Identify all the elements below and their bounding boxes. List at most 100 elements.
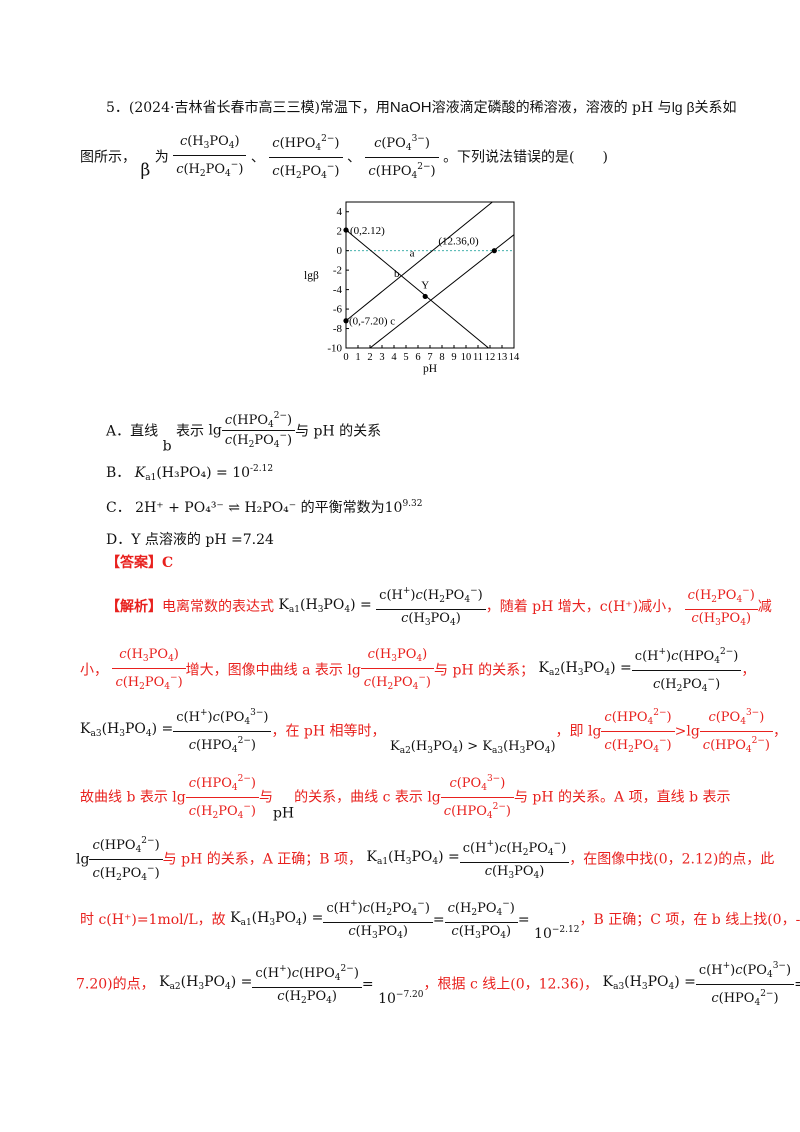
x-tick-label: 13	[497, 352, 508, 363]
option-b-label: B．	[106, 465, 131, 481]
marked-point	[343, 227, 349, 233]
analysis-text: ，根据 c 线上(0，12.36)，	[423, 976, 599, 993]
analysis-line7: 7.20)的点， Ka2(H3PO4) = c(H+)c(HPO42−) c(H2P…	[76, 957, 800, 1008]
option-a: A．直线 b 表示 lg c(HPO42−) c(H2PO4−) 与 pH 的关…	[106, 411, 382, 455]
x-tick-label: 6	[415, 352, 420, 363]
analysis-text: ，在 pH 相等时，	[271, 723, 386, 740]
y-tick-label: -2	[333, 265, 342, 277]
analysis-line4: 故曲线 b 表示 lg c(HPO42−) c(H2PO4−) 与pH的关系，曲线 c…	[80, 770, 730, 822]
option-a-mid: 表示	[176, 423, 204, 440]
marked-point	[343, 318, 349, 324]
naoh-text: NaOH	[389, 99, 432, 116]
analysis-fraction: c(H3PO4) c(H2PO4−)	[360, 646, 434, 696]
analysis-text: 增大，图像中曲线 a 表示 lg	[185, 662, 361, 679]
option-c-label: C．	[106, 500, 131, 516]
series-line-b	[346, 202, 493, 322]
analysis-text: −2.12	[551, 925, 580, 935]
series-line-a	[346, 229, 489, 348]
stem-tail: 。下列说法错误的是( )	[443, 149, 608, 166]
fraction-h3po4-h2po4: c(H3PO4) c(H2PO4−)	[173, 133, 247, 183]
analysis-text: 时 c(H⁺)=1mol/L，故	[80, 912, 226, 928]
analysis-text: 与 pH 的关系，A 正确；B 项，	[162, 851, 363, 868]
x-tick-label: 1	[355, 352, 360, 363]
analysis-text: 故曲线 b 表示 lg	[80, 789, 186, 806]
question-stem-line1: 5．(2024·吉林省长春市高三三模)常温下，用NaOH溶液滴定磷酸的稀溶液，溶…	[106, 98, 737, 117]
y-tick-label: -4	[333, 284, 343, 296]
x-tick-label: 7	[427, 352, 432, 363]
x-tick-label: 4	[391, 352, 397, 363]
analysis-fraction: c(H2PO4−) c(H3PO4)	[444, 895, 518, 945]
analysis-text: ，B 正确；C 项，在 b 线上找(0，-	[579, 912, 800, 928]
option-c-exp: 9.32	[402, 499, 423, 509]
analysis-fraction: c(H+)c(PO43−) c(HPO42−)	[173, 704, 272, 759]
beta-symbol: β	[140, 160, 151, 181]
analysis-fraction: c(H+)c(PO43−) c(HPO42−)	[695, 957, 795, 1012]
y-tick-label: -6	[333, 304, 343, 316]
stem-mid: 溶液滴定磷酸的稀溶液，溶液的 pH 与	[431, 100, 672, 116]
analysis-text: 电离常数的表达式	[162, 599, 274, 615]
x-tick-label: 2	[367, 352, 372, 363]
lg-beta: lg β	[671, 99, 695, 115]
analysis-text: lg	[76, 851, 90, 868]
stem-line2-start: 图所示，	[80, 149, 136, 166]
wei-text: 为	[154, 149, 169, 166]
analysis-text: −7.20	[395, 989, 424, 1000]
analysis-text: 与 pH 的关系；	[434, 662, 535, 679]
analysis-text: ，在图像中找(0，2.12)的点，此	[569, 851, 775, 868]
option-b-sub: a1	[145, 473, 157, 483]
analysis-line1: 【解析】电离常数的表达式 Ka1(H3PO4) = c(H+)c(H2PO4−)…	[106, 582, 772, 632]
analysis-text: pH	[272, 805, 295, 822]
analysis-text: 减	[757, 599, 772, 615]
x-axis-label: pH	[423, 363, 437, 375]
analysis-text: >lg	[674, 723, 700, 740]
question-number: 5．(2024·吉林省长春市高三三模)常温下，用	[106, 100, 390, 116]
analysis-text: ，即 lg	[555, 723, 602, 740]
option-a-b: b	[162, 438, 172, 455]
marked-point-label: Y	[421, 279, 429, 291]
curve-label-a: a	[410, 248, 415, 260]
option-d: D．Y 点溶液的 pH =7.24	[106, 529, 274, 549]
curve-label-b: b	[394, 268, 400, 280]
analysis-text: 10	[378, 990, 396, 1007]
x-tick-label: 10	[461, 352, 472, 363]
y-tick-label: 4	[337, 206, 343, 218]
analysis-text: 10	[534, 926, 552, 942]
x-tick-label: 12	[485, 352, 496, 363]
separator: 、	[250, 149, 265, 166]
ka1-fraction: c(H+)c(H2PO4−) c(H3PO4)	[376, 582, 486, 632]
analysis-fraction: c(HPO42−) c(H2PO4−)	[89, 832, 163, 887]
fraction-hpo4-h2po4: c(HPO42−) c(H2PO4−)	[269, 130, 343, 185]
y-tick-label: 2	[337, 226, 343, 238]
analysis-text: 小，	[80, 662, 108, 679]
x-tick-label: 5	[403, 352, 408, 363]
h2po4-h3po4-fraction: c(H2PO4−) c(H3PO4)	[684, 582, 758, 632]
y-tick-label: 0	[337, 245, 343, 257]
analysis-fraction: c(H+)c(H2PO4−) c(H3PO4)	[323, 895, 433, 945]
analysis-text: 与	[258, 789, 273, 806]
analysis-text: 的关系，曲线 c 表示 lg	[294, 789, 441, 806]
option-d-body: Y 点溶液的 pH =7.24	[131, 532, 274, 548]
analysis-fraction: c(PO43−) c(HPO42−)	[440, 770, 514, 825]
option-d-label: D．	[106, 532, 132, 548]
lgbeta-ph-chart: 420-2-4-6-8-100 1 2 3 4 5 6 7 8 9 10 11 12 13 14pHlgβa…	[304, 201, 520, 375]
analysis-text: ，随着 pH 增大，c(H⁺)减小，	[485, 599, 681, 615]
analysis-line3: Ka3(H3PO4) = c(H+)c(PO43−) c(HPO42−) ，在 pH …	[80, 704, 787, 756]
marked-point-label: (12.36,0)	[438, 236, 479, 248]
option-b-exp: -2.12	[250, 464, 274, 474]
separator: 、	[346, 149, 361, 166]
option-a-fraction: c(HPO42−) c(H2PO4−)	[221, 411, 296, 450]
x-tick-label: 11	[473, 352, 483, 363]
analysis-fraction: c(H+)c(HPO42−) c(H2PO4−)	[631, 643, 742, 698]
option-c-equation: 2H⁺ + PO₄³⁻ ⇌ H₂PO₄⁻	[135, 500, 297, 516]
analysis-fraction: c(H3PO4) c(H2PO4−)	[112, 646, 186, 696]
question-stem-line2: 图所示， β 为 c(H3PO4) c(H2PO4−) 、 c(HPO42−) …	[80, 130, 608, 182]
series-line-c	[369, 234, 514, 348]
x-tick-label: 9	[451, 352, 456, 363]
analysis-line5: lg c(HPO42−) c(H2PO4−) 与 pH 的关系，A 正确；B 项， K…	[76, 832, 775, 883]
option-b-k: K	[134, 465, 146, 481]
option-c-rhs: 的平衡常数为10	[300, 500, 403, 516]
option-b-arg: (H₃PO₄) = 10	[156, 465, 251, 481]
analysis-fraction: c(HPO42−) c(H2PO4−)	[185, 770, 259, 825]
analysis-fraction: c(PO43−) c(HPO42−)	[699, 704, 773, 759]
